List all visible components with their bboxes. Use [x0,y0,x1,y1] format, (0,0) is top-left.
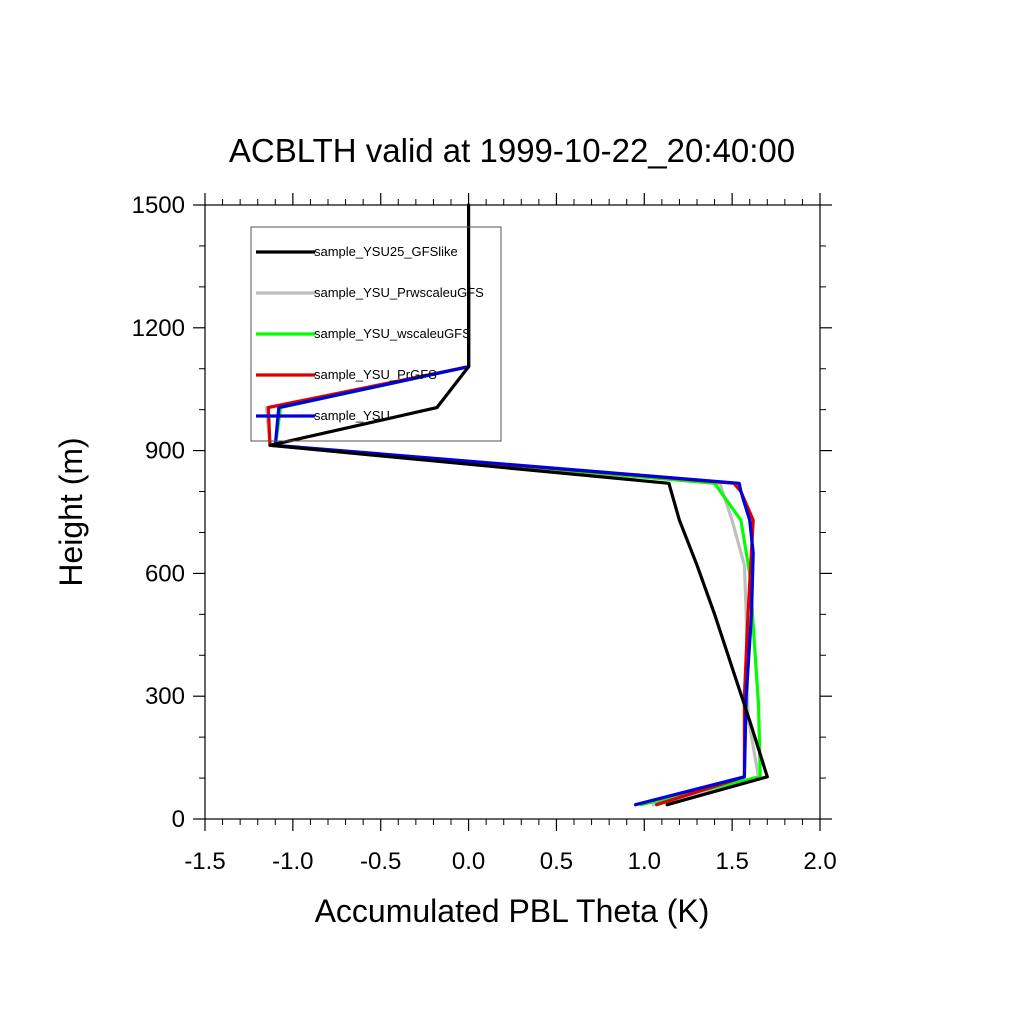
y-axis-label: Height (m) [53,437,89,586]
y-tick-label: 600 [145,560,185,587]
x-tick-label: -1.5 [184,848,225,875]
plot-frame [204,204,821,820]
legend-label: sample_YSU_PrGFS [314,367,437,382]
y-tick-label: 0 [172,806,185,833]
legend-label: sample_YSU_PrwscaleuGFS [314,285,484,300]
x-tick-label: -0.5 [360,848,401,875]
x-tick-label: 0.0 [452,848,485,875]
legend-frame [250,226,502,442]
y-tick-label: 1200 [132,315,185,342]
series-line-3 [266,285,755,807]
legend-label: sample_YSU25_GFSlike [314,244,458,259]
x-tick-label: 1.5 [715,848,748,875]
series-line-1 [264,285,761,807]
x-tick-label: -1.0 [272,848,313,875]
legend-label: sample_YSU_wscaleuGFS [314,326,471,341]
legend: sample_YSU25_GFSlike sample_YSU_Prwscaleu… [250,226,502,442]
x-tick-label: 1.0 [628,848,661,875]
series-line-4 [273,285,755,807]
legend-label: sample_YSU [314,408,390,423]
series-line-2 [273,285,762,807]
y-tick-label: 900 [145,438,185,465]
x-axis-label: Accumulated PBL Theta (K) [315,893,710,929]
chart-title: ACBLTH valid at 1999-10-22_20:40:00 [229,132,795,169]
series-line-0 [268,203,769,807]
series-layer [264,203,769,807]
x-tick-label: 0.5 [540,848,573,875]
y-tick-label: 300 [145,683,185,710]
y-tick-label: 1500 [132,192,185,219]
ticks-layer: -1.5 -1.0 -0.5 0.0 0.5 1.0 1.5 2.0 0 300 600 900 120… [132,192,837,875]
x-tick-label: 2.0 [803,848,836,875]
